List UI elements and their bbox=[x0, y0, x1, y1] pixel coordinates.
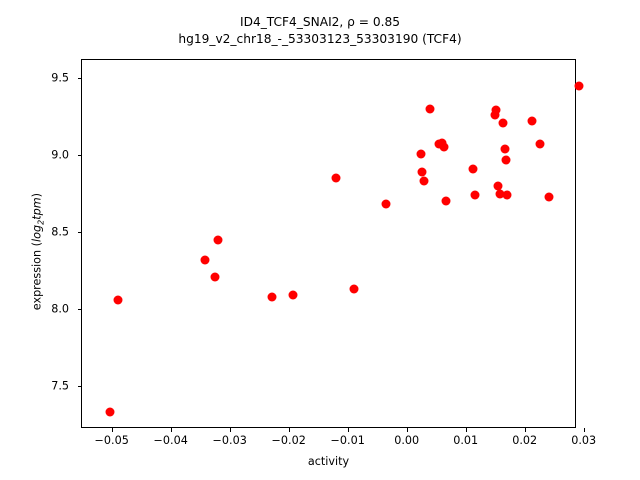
data-point bbox=[416, 149, 426, 159]
x-tick-label: −0.04 bbox=[153, 434, 188, 447]
data-point bbox=[493, 181, 503, 191]
x-axis-label: activity bbox=[307, 455, 350, 468]
data-point bbox=[200, 255, 210, 265]
y-tick-label: 8.5 bbox=[51, 225, 69, 239]
y-tick-label: 7.5 bbox=[51, 379, 69, 393]
data-point bbox=[527, 116, 537, 126]
chart-title: ID4_TCF4_SNAI2, ρ = 0.85 hg19_v2_chr18_-… bbox=[0, 14, 640, 48]
x-tick-label: −0.02 bbox=[271, 434, 306, 447]
data-point bbox=[105, 407, 115, 417]
data-point bbox=[468, 164, 478, 174]
data-point bbox=[495, 189, 505, 199]
data-point bbox=[498, 118, 508, 128]
x-tick-label: −0.03 bbox=[212, 434, 247, 447]
y-axis-label-log: log bbox=[30, 224, 44, 242]
x-tick-label: −0.05 bbox=[94, 434, 129, 447]
data-point bbox=[500, 144, 510, 154]
x-tick-mark bbox=[583, 428, 585, 432]
y-tick-mark bbox=[77, 385, 81, 387]
plot-area bbox=[81, 59, 576, 428]
y-axis-label: expression (log2tpm) bbox=[30, 131, 45, 371]
x-tick-mark bbox=[347, 428, 349, 432]
chart-title-line-2: hg19_v2_chr18_-_53303123_53303190 (TCF4) bbox=[178, 32, 462, 46]
x-tick-mark bbox=[465, 428, 467, 432]
y-tick-label: 8.0 bbox=[51, 302, 69, 316]
chart-title-line-1: ID4_TCF4_SNAI2, ρ = 0.85 bbox=[239, 15, 401, 29]
data-point bbox=[331, 173, 341, 183]
x-tick-mark bbox=[406, 428, 408, 432]
data-point bbox=[502, 190, 512, 200]
data-point bbox=[490, 110, 500, 120]
data-point bbox=[574, 81, 584, 91]
y-tick-mark bbox=[77, 309, 81, 310]
data-point bbox=[288, 290, 298, 300]
y-tick-mark bbox=[77, 78, 81, 80]
x-tick-label: 0.00 bbox=[394, 434, 420, 447]
y-axis-label-prefix: expression ( bbox=[30, 241, 44, 310]
y-tick-label: 9.5 bbox=[51, 71, 69, 85]
x-tick-mark bbox=[524, 428, 526, 432]
x-tick-label: 0.03 bbox=[571, 434, 597, 447]
data-point bbox=[425, 104, 435, 114]
data-point bbox=[419, 176, 429, 186]
data-point bbox=[535, 139, 545, 149]
x-tick-label: 0.01 bbox=[453, 434, 479, 447]
data-point bbox=[213, 235, 223, 245]
data-point bbox=[491, 105, 501, 115]
data-point bbox=[470, 190, 480, 200]
x-tick-mark bbox=[288, 428, 290, 432]
data-point bbox=[267, 292, 277, 302]
data-point bbox=[439, 142, 449, 152]
data-point bbox=[113, 295, 123, 305]
x-tick-mark bbox=[229, 428, 231, 432]
y-axis-label-tpm: tpm bbox=[30, 196, 44, 220]
data-point bbox=[544, 192, 554, 202]
y-tick-label: 9.0 bbox=[51, 148, 69, 162]
y-axis-label-suffix: ) bbox=[30, 192, 44, 197]
x-tick-mark bbox=[111, 428, 113, 432]
y-axis-label-base: 2 bbox=[36, 219, 46, 225]
x-tick-mark bbox=[170, 428, 172, 432]
data-point bbox=[349, 284, 359, 294]
y-tick-mark bbox=[77, 232, 81, 234]
data-point bbox=[210, 272, 220, 282]
data-point bbox=[441, 196, 451, 206]
x-tick-label: −0.01 bbox=[330, 434, 365, 447]
data-point bbox=[501, 155, 511, 165]
y-tick-mark bbox=[77, 155, 81, 157]
data-point bbox=[417, 167, 427, 177]
data-point bbox=[437, 138, 447, 148]
x-tick-label: 0.02 bbox=[512, 434, 538, 447]
data-point bbox=[381, 199, 391, 209]
